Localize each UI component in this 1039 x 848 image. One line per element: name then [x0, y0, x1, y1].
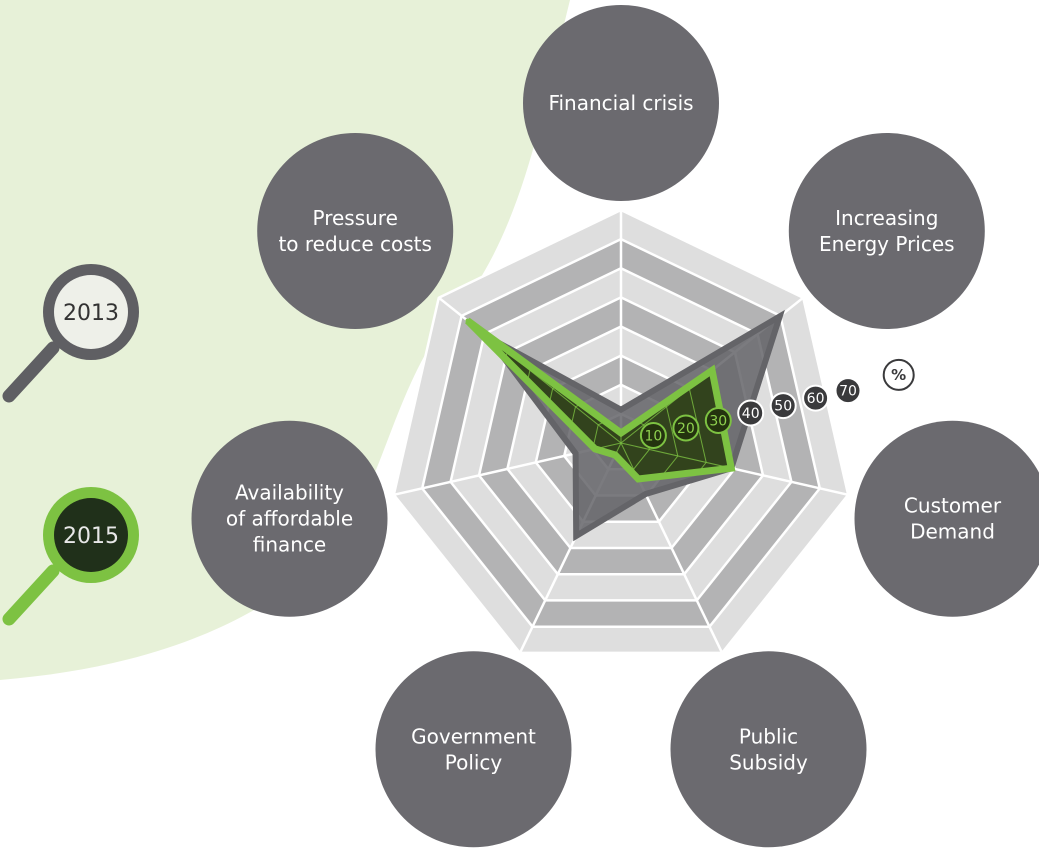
tick-circle	[639, 422, 667, 449]
series-2015-line	[465, 317, 736, 483]
unit-circle	[882, 358, 915, 391]
category-label: Energy Prices	[819, 232, 955, 256]
category-label: Government	[411, 724, 536, 748]
series-2013-point	[619, 407, 623, 412]
tick-label: 10	[644, 429, 662, 445]
legend-2013-magnifier-icon: 2013	[2, 264, 139, 403]
tick-label: 20	[677, 421, 695, 437]
series-2015-point	[619, 431, 623, 435]
tick-circle	[704, 407, 732, 434]
bubble-circle	[670, 651, 867, 848]
category-label: to reduce costs	[278, 232, 431, 256]
category-label: Policy	[445, 750, 503, 774]
radial-axis-ticks: 10 20 30 40 50 60 70%	[639, 358, 915, 449]
series-2015-point	[636, 477, 641, 481]
magnifier-handle	[2, 564, 60, 626]
web-ring	[563, 384, 679, 479]
magnifier-handle	[2, 341, 60, 403]
legend-label: 2013	[63, 301, 119, 326]
tick-circle	[802, 384, 830, 412]
tick-circle	[672, 414, 700, 442]
percent-badge-icon: %	[882, 358, 915, 391]
tick-circle	[769, 392, 797, 420]
category-label: of affordable	[226, 507, 353, 531]
bubble-circle	[788, 133, 985, 329]
series-2015-point	[710, 368, 715, 373]
series-2015-point	[613, 453, 618, 457]
category-label: Availability	[235, 481, 344, 505]
magnifier-glass	[54, 498, 128, 572]
tick-badge: 10	[639, 422, 667, 449]
tick-badge: 20	[672, 414, 700, 442]
tick-label: 60	[807, 391, 825, 407]
category-label: Pressure	[312, 206, 397, 230]
tick-label: 30	[709, 414, 727, 430]
tick-badge: 30	[704, 407, 732, 434]
tick-circle	[834, 377, 862, 405]
series-2013-point	[574, 534, 579, 538]
legend-2015-magnifier-icon: 2015	[2, 487, 139, 626]
legend: 2013 2015	[2, 264, 139, 626]
series-2013-point	[573, 451, 578, 456]
magnifier-glass	[54, 275, 128, 349]
category-label: Customer	[904, 494, 1002, 518]
tick-badge: 60	[802, 384, 830, 412]
tick-label: 70	[839, 384, 857, 400]
category-label: Financial crisis	[548, 91, 693, 115]
web-spoke	[620, 442, 732, 479]
tick-badge: 50	[769, 392, 797, 420]
series-2013-point	[643, 492, 648, 496]
tick-circle	[737, 399, 765, 427]
category-label: Subsidy	[729, 750, 808, 774]
series-2013-point	[777, 314, 782, 319]
bubble-circle	[257, 133, 454, 329]
series-2015-point	[593, 446, 597, 451]
category-bubble: Financial crisis	[523, 5, 719, 201]
category-label: Demand	[910, 520, 995, 544]
bubble-circle	[523, 5, 719, 201]
bubble-circle	[854, 420, 1039, 617]
legend-label: 2015	[63, 524, 119, 549]
bubble-circle	[191, 420, 388, 617]
category-label: finance	[253, 533, 327, 557]
unit-label: %	[891, 366, 906, 384]
bubble-circle	[375, 651, 572, 848]
tick-badge: 70	[834, 377, 862, 405]
category-label: Public	[739, 724, 798, 748]
category-label: Increasing	[835, 206, 938, 230]
series-2015-point	[465, 318, 470, 323]
tick-label: 40	[742, 406, 760, 422]
tick-badge: 40	[737, 399, 765, 427]
series-2015-point	[729, 466, 734, 471]
tick-label: 50	[774, 399, 792, 415]
